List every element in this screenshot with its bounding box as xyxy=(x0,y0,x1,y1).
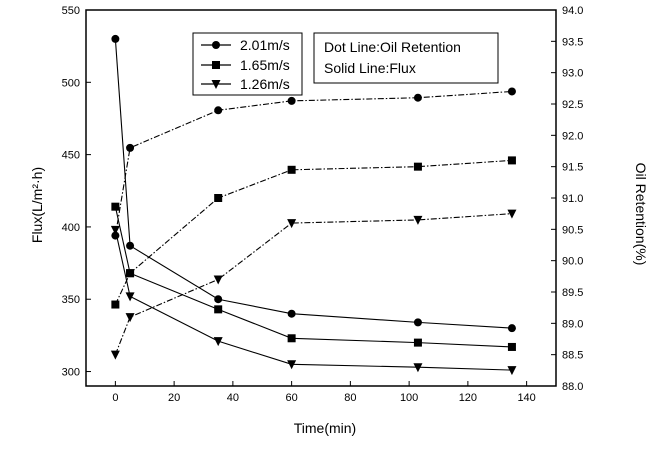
retention-series-1.65m/s xyxy=(111,156,516,309)
y-left-tick-label: 550 xyxy=(62,5,80,17)
retention-point-1.65m/s xyxy=(111,300,120,309)
flux-point-1.26m/s xyxy=(125,292,135,302)
flux-point-2.01m/s xyxy=(214,295,223,304)
flux-line-1.26m/s xyxy=(114,229,512,371)
y-left-tick-label: 400 xyxy=(62,222,80,234)
retention-line-2.01m/s xyxy=(114,90,512,236)
flux-point-1.26m/s xyxy=(507,366,517,376)
flux-point-1.65m/s xyxy=(507,342,516,351)
flux-point-1.65m/s xyxy=(214,305,223,314)
retention-point-1.26m/s xyxy=(110,350,120,360)
y-left-tick-label: 300 xyxy=(62,367,80,379)
x-tick-label: 140 xyxy=(517,392,535,404)
y-right-tick-label: 88.5 xyxy=(562,350,583,362)
y-right-tick-label: 88.0 xyxy=(562,381,583,393)
legend: 2.01m/s 1.65m/s 1.26m/s xyxy=(192,32,303,96)
flux-point-2.01m/s xyxy=(287,309,296,318)
note-box xyxy=(313,32,499,84)
x-tick-label: 20 xyxy=(168,392,180,404)
legend-label-2.01: 2.01m/s xyxy=(240,37,290,53)
y-right-tick-label: 92.0 xyxy=(562,130,583,142)
flux-point-1.26m/s xyxy=(413,363,423,373)
y-left-tick-label: 500 xyxy=(62,77,80,89)
y-right-tick-label: 89.5 xyxy=(562,287,583,299)
flux-series-1.65m/s xyxy=(111,202,516,351)
retention-point-1.65m/s xyxy=(413,162,422,171)
y-right-tick-label: 94.0 xyxy=(562,5,583,17)
flux-series-1.26m/s xyxy=(110,225,517,376)
legend-marker-1.26m/s xyxy=(211,80,221,89)
x-tick-label: 100 xyxy=(400,392,418,404)
y-axis-left-title: Flux(L/m²·h) xyxy=(29,167,45,243)
retention-point-1.26m/s xyxy=(287,219,297,229)
note-line-2: Solid Line:Flux xyxy=(324,60,416,76)
retention-point-1.26m/s xyxy=(125,313,135,323)
flux-point-1.65m/s xyxy=(287,334,296,343)
y-axis-right-title: Oil Retention(%) xyxy=(633,163,649,266)
retention-point-2.01m/s xyxy=(111,231,120,240)
flux-point-2.01m/s xyxy=(507,324,516,333)
x-tick-label: 0 xyxy=(112,392,118,404)
y-right-tick-label: 93.0 xyxy=(562,68,583,80)
x-tick-label: 120 xyxy=(459,392,477,404)
flux-point-2.01m/s xyxy=(413,318,422,327)
legend-box xyxy=(192,32,303,96)
y-right-tick-label: 93.5 xyxy=(562,36,583,48)
retention-line-1.26m/s xyxy=(114,213,512,355)
flux-point-2.01m/s xyxy=(126,241,135,250)
flux-point-1.65m/s xyxy=(413,338,422,347)
note-line-1: Dot Line:Oil Retention xyxy=(324,39,461,55)
flux-point-1.26m/s xyxy=(287,360,297,370)
retention-series-1.26m/s xyxy=(110,209,517,360)
retention-series-2.01m/s xyxy=(111,87,516,240)
legend-label-1.26: 1.26m/s xyxy=(240,76,290,92)
x-tick-label: 60 xyxy=(286,392,298,404)
legend-marker-2.01m/s xyxy=(212,41,220,49)
flux-line-1.65m/s xyxy=(114,206,512,348)
x-tick-label: 80 xyxy=(344,392,356,404)
retention-point-1.65m/s xyxy=(214,194,223,202)
retention-point-1.26m/s xyxy=(213,275,223,285)
retention-line-1.65m/s xyxy=(114,159,512,305)
retention-point-2.01m/s xyxy=(126,143,135,152)
flux-point-1.26m/s xyxy=(213,337,223,347)
retention-point-2.01m/s xyxy=(413,93,422,102)
x-tick-label: 40 xyxy=(227,392,239,404)
legend-marker-1.65m/s xyxy=(212,61,220,69)
series-layer xyxy=(110,34,517,376)
flux-series-2.01m/s xyxy=(111,34,516,333)
y-right-tick-label: 91.5 xyxy=(562,162,583,174)
retention-point-1.65m/s xyxy=(126,269,135,278)
y-right-tick-label: 91.0 xyxy=(562,193,583,205)
ticks-layer: 0 20 40 60 80 100 120 140 300 350 400 450 500 550 88.0… xyxy=(62,5,584,404)
y-left-tick-label: 350 xyxy=(62,294,80,306)
y-right-tick-label: 90.5 xyxy=(562,224,583,236)
retention-point-1.26m/s xyxy=(413,215,423,225)
flux-point-2.01m/s xyxy=(111,34,120,43)
y-right-tick-label: 92.5 xyxy=(562,99,583,111)
flux-point-1.26m/s xyxy=(110,225,120,235)
legend-markers xyxy=(211,41,221,89)
retention-point-2.01m/s xyxy=(287,96,296,105)
flux-point-1.65m/s xyxy=(111,202,120,211)
retention-point-2.01m/s xyxy=(214,106,223,115)
retention-point-2.01m/s xyxy=(507,87,516,96)
retention-point-1.26m/s xyxy=(507,209,517,219)
retention-point-1.65m/s xyxy=(287,165,296,174)
y-right-tick-label: 89.0 xyxy=(562,318,583,330)
y-left-tick-label: 450 xyxy=(62,150,80,162)
line-style-note: Dot Line:Oil Retention Solid Line:Flux xyxy=(313,32,499,84)
flux-line-2.01m/s xyxy=(114,38,512,329)
x-axis-title: Time(min) xyxy=(294,420,356,436)
legend-label-1.65: 1.65m/s xyxy=(240,57,290,73)
retention-point-1.65m/s xyxy=(507,156,516,165)
y-right-tick-label: 90.0 xyxy=(562,256,583,268)
